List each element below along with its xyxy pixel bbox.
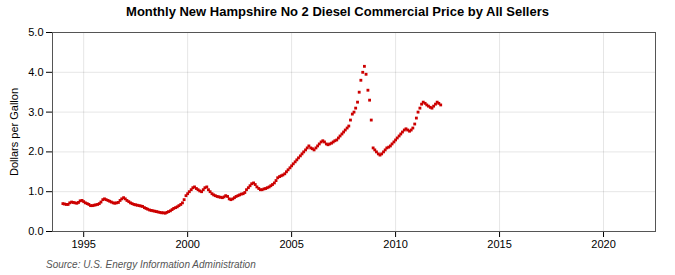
- svg-text:4.0: 4.0: [28, 66, 43, 78]
- html-text:Monthly New Hampshire No 2 Die: Monthly New Hampshire No 2 Diesel Commer…: [126, 4, 549, 19]
- html-text:Source: U.S. Energy Informatio: Source: U.S. Energy Information Administ…: [46, 259, 256, 270]
- svg-text:0.0: 0.0: [28, 225, 43, 237]
- svg-text:1995: 1995: [71, 238, 95, 250]
- svg-text:2.0: 2.0: [28, 145, 43, 157]
- svg-text:5.0: 5.0: [28, 26, 43, 38]
- svg-text:3.0: 3.0: [28, 106, 43, 118]
- svg-text:Dollars per Gallon: Dollars per Gallon: [8, 88, 20, 176]
- svg-text:1.0: 1.0: [28, 185, 43, 197]
- svg-text:2010: 2010: [383, 238, 407, 250]
- svg-text:2000: 2000: [175, 238, 199, 250]
- svg-text:2020: 2020: [591, 238, 615, 250]
- svg-text:2015: 2015: [487, 238, 511, 250]
- svg-text:2005: 2005: [279, 238, 303, 250]
